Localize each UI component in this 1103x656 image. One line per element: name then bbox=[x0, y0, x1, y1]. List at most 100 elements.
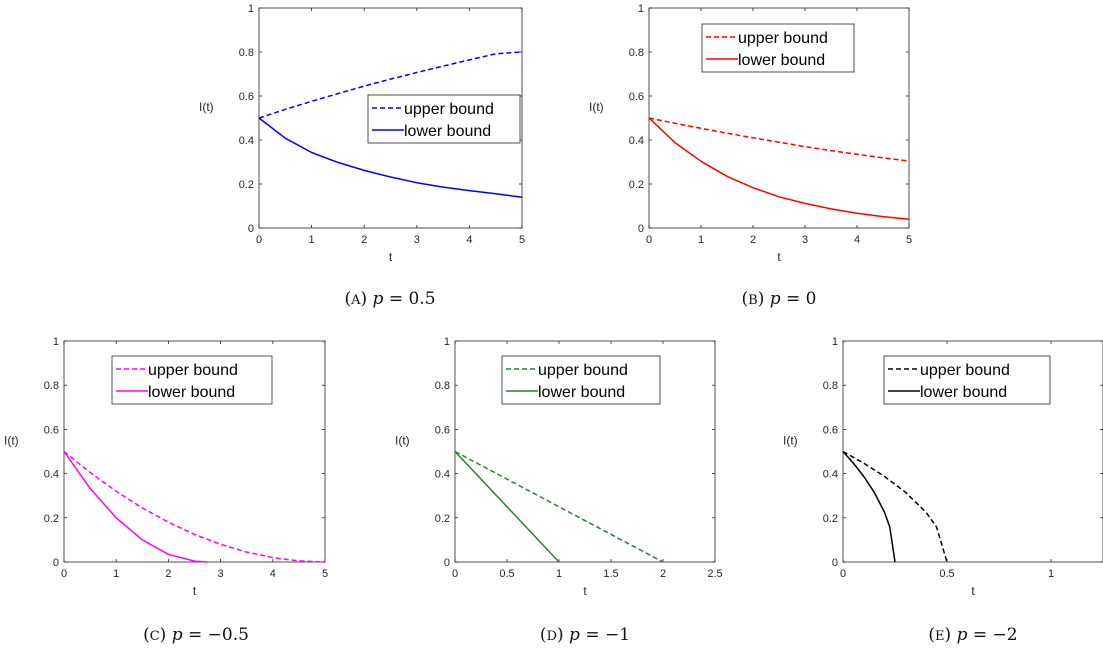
panel-caption: (A) p = 0.5 bbox=[344, 289, 435, 309]
panel-caption: (C) p = −0.5 bbox=[143, 625, 249, 645]
legend-box bbox=[883, 355, 1051, 405]
x-axis-label: t bbox=[193, 584, 197, 598]
legend-entry: lower bound bbox=[538, 384, 625, 401]
x-tick-label: 1 bbox=[556, 568, 562, 580]
chart-panel-e: 0 0.5 1 0 0.2 0.4 0.6 0.8 1 t I(t) upper bound lower… bbox=[783, 336, 1103, 645]
y-tick-label: 0.6 bbox=[44, 424, 59, 436]
x-tick-label: 0 bbox=[646, 234, 652, 246]
x-tick-label: 3 bbox=[414, 234, 420, 246]
x-tick-label: 1 bbox=[309, 234, 315, 246]
legend-box bbox=[701, 23, 855, 73]
y-tick-label: 0.2 bbox=[239, 179, 254, 191]
x-tick-label: 1 bbox=[1048, 568, 1054, 580]
x-tick-label: 0.5 bbox=[939, 568, 954, 580]
x-tick-label: 5 bbox=[906, 234, 912, 246]
x-tick-label: 2 bbox=[165, 568, 171, 580]
y-tick-label: 0 bbox=[53, 557, 59, 569]
y-axis-label: I(t) bbox=[199, 100, 214, 114]
legend-box bbox=[501, 355, 661, 405]
legend-entry: upper bound bbox=[538, 362, 628, 379]
series-line-upper-bound bbox=[258, 51, 523, 119]
chart-panel-a: 0 1 2 3 4 5 0 0.2 0.4 0.6 0.8 1 t I(t) upper bound lowe… bbox=[199, 3, 525, 309]
x-axis-label: t bbox=[777, 250, 781, 264]
x-tick-label: 2 bbox=[361, 234, 367, 246]
panel-caption: (E) p = −2 bbox=[928, 625, 1017, 645]
panel-caption: (D) p = −1 bbox=[540, 625, 630, 645]
series-line-lower-bound bbox=[648, 117, 910, 220]
y-tick-label: 0.4 bbox=[44, 469, 59, 481]
legend-box bbox=[111, 355, 273, 405]
legend: upper bound lower bound bbox=[501, 355, 661, 405]
x-tick-label: 4 bbox=[466, 234, 472, 246]
y-tick-label: 0.8 bbox=[629, 47, 644, 59]
x-tick-label: 3 bbox=[802, 234, 808, 246]
y-tick-label: 0.6 bbox=[629, 91, 644, 103]
y-tick-label: 0.4 bbox=[823, 469, 838, 481]
legend: upper bound lower bound bbox=[883, 355, 1051, 405]
series-line-upper-bound bbox=[454, 450, 664, 563]
y-tick-label: 0.6 bbox=[823, 424, 838, 436]
x-tick-label: 0.5 bbox=[499, 568, 514, 580]
y-tick-label: 0.8 bbox=[44, 380, 59, 392]
x-tick-label: 4 bbox=[854, 234, 860, 246]
series-line-lower-bound bbox=[454, 450, 560, 563]
y-tick-label: 0.4 bbox=[629, 135, 644, 147]
x-axis-label: t bbox=[971, 584, 975, 598]
legend-entry: upper bound bbox=[920, 362, 1010, 379]
y-tick-label: 1 bbox=[53, 336, 59, 348]
chart-panel-c: 0 1 2 3 4 5 0 0.2 0.4 0.6 0.8 1 t I(t) upper bound lowe… bbox=[4, 336, 328, 645]
x-tick-label: 2 bbox=[750, 234, 756, 246]
x-tick-label: 2 bbox=[660, 568, 666, 580]
y-tick-label: 0.8 bbox=[823, 380, 838, 392]
x-tick-label: 1.5 bbox=[603, 568, 618, 580]
y-tick-label: 0 bbox=[832, 557, 838, 569]
x-tick-label: 5 bbox=[519, 234, 525, 246]
y-tick-label: 1 bbox=[444, 336, 450, 348]
y-tick-label: 0.2 bbox=[629, 179, 644, 191]
series-line-lower-bound bbox=[63, 451, 208, 563]
series-line-lower-bound bbox=[258, 117, 523, 198]
legend-entry: lower bound bbox=[920, 384, 1007, 401]
x-tick-label: 0 bbox=[840, 568, 846, 580]
x-tick-label: 3 bbox=[218, 568, 224, 580]
y-tick-label: 0 bbox=[638, 223, 644, 235]
legend-entry: upper bound bbox=[148, 362, 238, 379]
y-tick-label: 0.8 bbox=[239, 47, 254, 59]
y-tick-label: 0.4 bbox=[435, 469, 450, 481]
x-tick-label: 0 bbox=[256, 234, 262, 246]
legend-entry: upper bound bbox=[738, 30, 828, 47]
x-tick-label: 2.5 bbox=[707, 568, 722, 580]
y-tick-label: 0.2 bbox=[435, 513, 450, 525]
y-tick-label: 1 bbox=[248, 3, 254, 15]
legend-entry: lower bound bbox=[738, 52, 825, 69]
legend-box bbox=[367, 94, 521, 144]
x-tick-label: 1 bbox=[698, 234, 704, 246]
series-line-upper-bound bbox=[63, 450, 326, 563]
x-axis-label: t bbox=[583, 584, 587, 598]
x-tick-label: 4 bbox=[270, 568, 276, 580]
y-axis-label: I(t) bbox=[589, 100, 604, 114]
panel-caption: (B) p = 0 bbox=[741, 289, 816, 309]
legend: upper bound lower bound bbox=[701, 23, 855, 73]
y-tick-label: 0.2 bbox=[44, 513, 59, 525]
y-tick-label: 0.2 bbox=[823, 513, 838, 525]
chart-panel-d: 0 0.5 1 1.5 2 2.5 0 0.2 0.4 0.6 0.8 1 t I(t) upper bou… bbox=[395, 336, 723, 645]
y-tick-label: 1 bbox=[832, 336, 838, 348]
legend-entry: lower bound bbox=[148, 384, 235, 401]
y-axis-label: I(t) bbox=[4, 433, 19, 447]
series-line-upper-bound bbox=[842, 450, 948, 563]
x-tick-label: 1 bbox=[113, 568, 119, 580]
y-tick-label: 0 bbox=[444, 557, 450, 569]
legend: upper bound lower bound bbox=[111, 355, 273, 405]
series-line-lower-bound bbox=[842, 451, 896, 563]
y-tick-label: 0.6 bbox=[435, 424, 450, 436]
legend: upper bound lower bound bbox=[367, 94, 521, 144]
y-tick-label: 0 bbox=[248, 223, 254, 235]
legend-entry: upper bound bbox=[404, 101, 494, 118]
y-tick-label: 0.6 bbox=[239, 91, 254, 103]
y-tick-label: 1 bbox=[638, 3, 644, 15]
y-axis-label: I(t) bbox=[395, 433, 410, 447]
legend-entry: lower bound bbox=[404, 123, 491, 140]
y-tick-label: 0.8 bbox=[435, 380, 450, 392]
